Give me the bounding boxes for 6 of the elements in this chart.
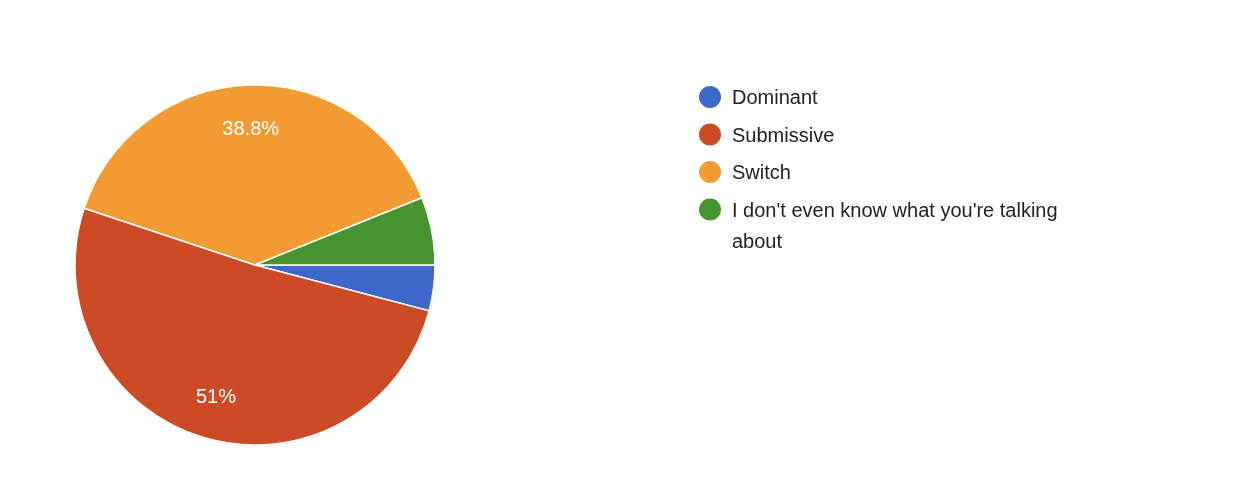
data-label: 51%	[195, 385, 237, 408]
legend-label: Switch	[732, 161, 791, 183]
legend-label: I don't even know what you're talking about	[732, 198, 1058, 252]
data-label: 38.8%	[222, 117, 280, 140]
legend-label: Submissive	[732, 123, 835, 146]
legend-label: Dominant	[732, 86, 819, 108]
